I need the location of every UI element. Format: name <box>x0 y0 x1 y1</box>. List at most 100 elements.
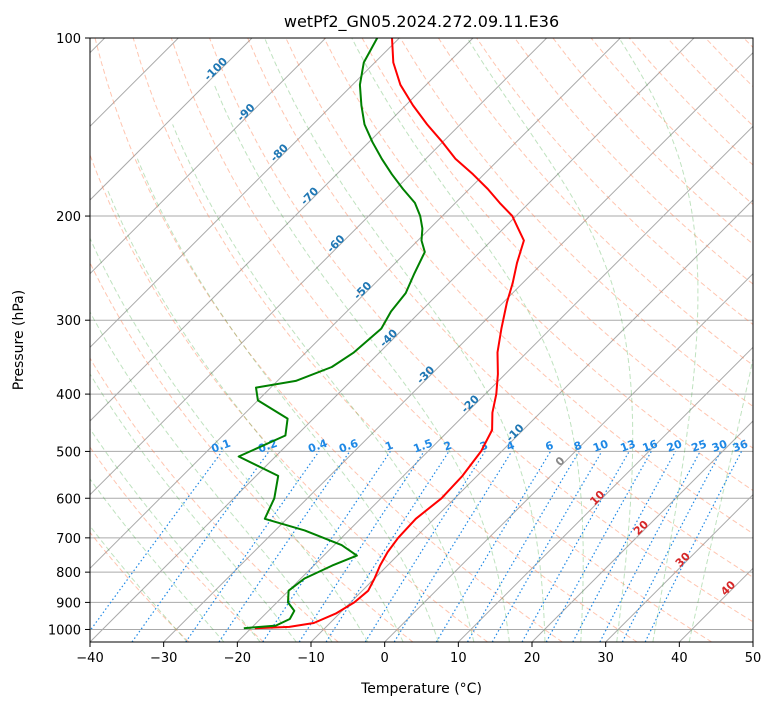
mixing-ratio-label: 6 <box>544 439 556 454</box>
isotherm-line <box>163 51 753 642</box>
moist-adiabat <box>688 356 753 642</box>
dry-adiabat <box>209 38 753 623</box>
x-tick-label: 30 <box>597 651 614 666</box>
isotherm-line <box>90 38 327 275</box>
mixing-ratio-label: 20 <box>665 437 684 455</box>
isotherm-line <box>90 38 621 570</box>
mixing-ratio-label: 16 <box>641 437 660 455</box>
y-tick-label: 1000 <box>48 623 81 638</box>
mixing-ratio-label: 1.5 <box>412 437 435 456</box>
isotherm-line <box>90 38 548 496</box>
mixing-ratio-label: 0.6 <box>337 437 360 456</box>
dry-adiabat <box>90 446 264 642</box>
mixing-ratio-label: 10 <box>591 437 610 455</box>
moist-adiabat <box>618 38 699 642</box>
mixing-ratio-label: 0.4 <box>306 437 329 456</box>
dry-adiabat <box>94 38 563 642</box>
mixing-ratio-label: 1 <box>383 439 395 454</box>
mixing-ratio-line <box>621 451 722 642</box>
mixing-ratio-label: 0.1 <box>210 437 233 456</box>
x-axis-label: Temperature (°C) <box>360 681 482 697</box>
chart-title: wetPf2_GN05.2024.272.09.11.E36 <box>284 12 559 32</box>
x-axis-ticks: −40 −30 −20 −10 0 10 20 30 40 50 <box>76 642 761 666</box>
isotherm-line <box>90 38 474 422</box>
moist-adiabat <box>90 237 369 642</box>
moist-adiabat <box>106 188 404 642</box>
background-lines <box>90 38 753 642</box>
y-tick-label: 500 <box>56 445 81 460</box>
x-tick-label: 0 <box>381 651 389 666</box>
dry-adiabat <box>90 357 339 642</box>
x-tick-label: 20 <box>524 651 541 666</box>
dry-adiabat <box>437 38 753 366</box>
dry-adiabat <box>514 38 753 285</box>
temperature-line <box>254 38 525 630</box>
dry-adiabat <box>90 153 488 642</box>
moist-adiabat <box>213 84 510 642</box>
moist-adiabat <box>90 311 333 642</box>
x-tick-label: −30 <box>150 651 177 666</box>
y-tick-label: 400 <box>56 388 81 403</box>
mixing-ratio-line <box>545 451 652 642</box>
mixing-ratio-line <box>185 451 320 642</box>
moist-adiabat <box>264 38 546 642</box>
y-axis-label: Pressure (hPa) <box>11 290 27 390</box>
plot-background <box>90 38 753 642</box>
dry-adiabat <box>399 38 753 408</box>
y-tick-label: 200 <box>56 210 81 225</box>
moist-adiabat <box>136 158 439 642</box>
isotherm-line <box>310 199 753 642</box>
x-tick-label: −40 <box>76 651 103 666</box>
dry-adiabat <box>132 38 638 642</box>
dry-adiabat <box>247 38 753 578</box>
dewpoint-line <box>237 38 426 630</box>
plot-area: -100-90-80-70-60-50-40-30-20-10010203040… <box>89 37 754 643</box>
mixing-ratio-label: 4 <box>505 439 517 454</box>
y-tick-label: 900 <box>56 596 81 611</box>
moist-adiabat <box>90 478 225 642</box>
isotherm-line <box>384 272 753 642</box>
y-tick-label: 300 <box>56 314 81 329</box>
x-tick-label: −20 <box>224 651 251 666</box>
mixing-ratio-line <box>521 451 630 642</box>
moist-adiabat <box>351 38 584 642</box>
dry-adiabat <box>170 38 712 642</box>
mixing-ratio-line <box>572 451 677 642</box>
x-tick-label: −10 <box>297 651 324 666</box>
x-tick-label: 40 <box>671 651 688 666</box>
isotherm-line <box>531 420 753 642</box>
mixing-ratio-line <box>393 451 513 642</box>
mixing-ratio-line <box>644 451 743 642</box>
x-tick-label: 50 <box>745 651 762 666</box>
mixing-ratio-line <box>262 451 391 642</box>
mixing-ratio-line <box>90 451 223 632</box>
isotherm-line <box>752 641 753 642</box>
mixing-ratio-label: 36 <box>731 437 750 455</box>
moist-adiabat <box>90 525 188 642</box>
mixing-ratio-label: 2 <box>442 439 454 454</box>
isotherm-line <box>605 493 753 642</box>
y-tick-label: 100 <box>56 32 81 47</box>
profile-series <box>237 38 525 630</box>
isotherm-line <box>90 38 695 642</box>
dry-adiabat <box>90 531 190 642</box>
isotherm-line <box>457 346 753 642</box>
y-axis-ticks: 100 200 300 400 500 600 700 800 900 1000 <box>48 32 90 638</box>
isotherm-line <box>90 38 253 201</box>
mixing-ratio-line <box>325 451 450 642</box>
mixing-ratio-line <box>298 451 425 642</box>
y-tick-label: 700 <box>56 532 81 547</box>
mixing-ratio-label: 8 <box>572 439 584 454</box>
mixing-ratio-line <box>131 451 270 642</box>
y-tick-label: 600 <box>56 492 81 507</box>
plot-frame <box>89 37 754 643</box>
mixing-ratio-label: 30 <box>710 437 729 455</box>
x-tick-label: 10 <box>450 651 467 666</box>
dry-adiabat <box>90 261 414 642</box>
mixing-ratio-label: 13 <box>619 437 638 454</box>
y-tick-label: 800 <box>56 566 81 581</box>
isotherm-line <box>236 125 753 642</box>
moist-adiabat <box>90 427 261 642</box>
moist-adiabat <box>172 124 475 642</box>
